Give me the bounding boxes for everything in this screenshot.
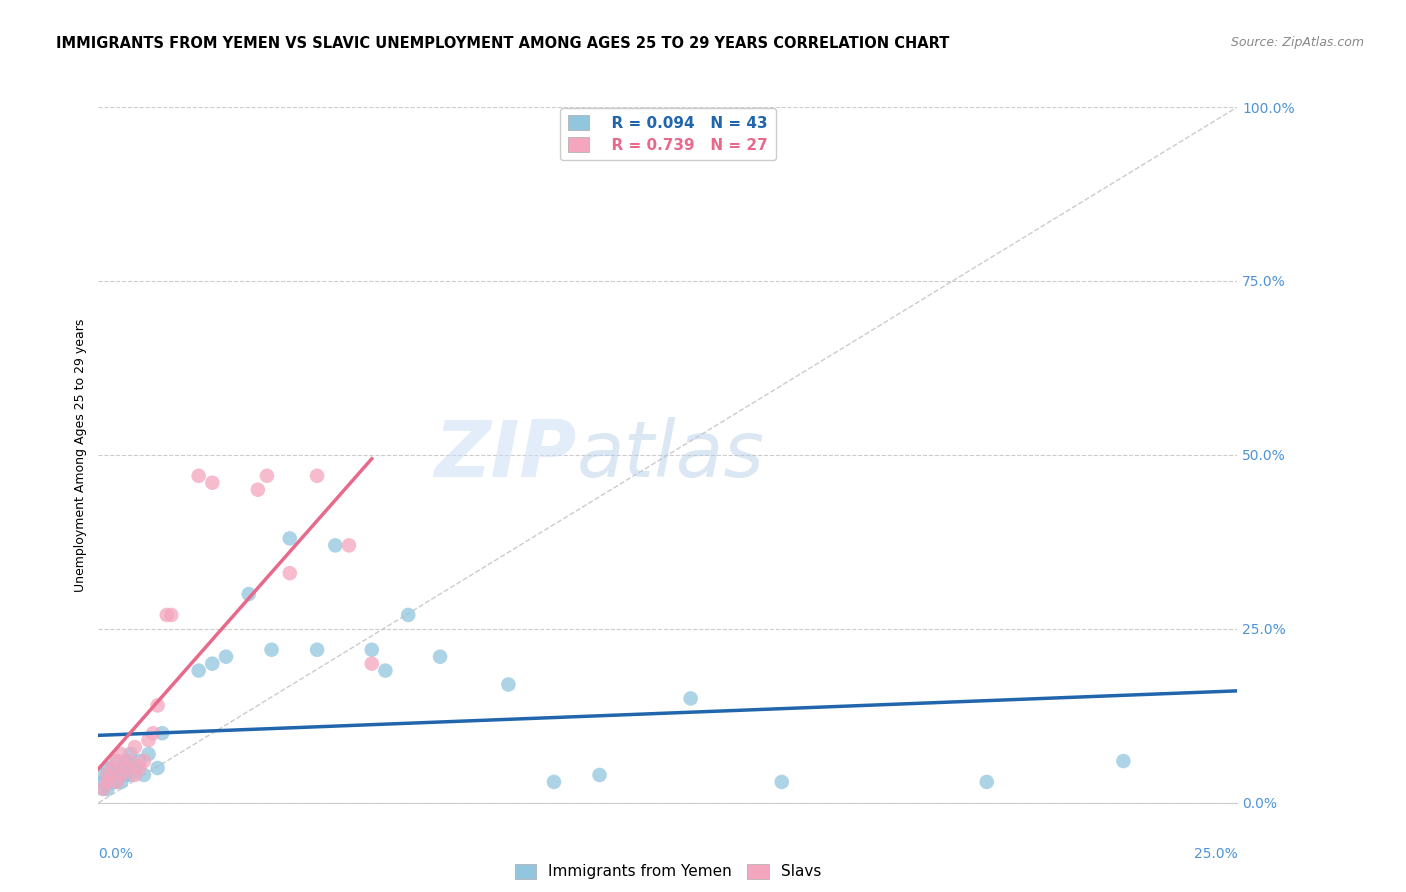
- Point: [101, 768, 124, 782]
- Point: [101, 775, 124, 789]
- Point: [429, 649, 451, 664]
- Point: [101, 761, 124, 775]
- Point: [96, 761, 118, 775]
- Point: [91, 775, 114, 789]
- Point: [142, 726, 165, 740]
- Point: [360, 642, 382, 657]
- Point: [307, 468, 329, 483]
- Text: 25.0%: 25.0%: [1194, 847, 1237, 862]
- Point: [110, 768, 132, 782]
- Point: [1112, 754, 1135, 768]
- Point: [105, 775, 128, 789]
- Point: [138, 747, 160, 761]
- Point: [543, 775, 565, 789]
- Point: [132, 754, 155, 768]
- Point: [124, 761, 146, 775]
- Point: [278, 566, 301, 581]
- Point: [96, 775, 118, 789]
- Point: [124, 740, 146, 755]
- Point: [96, 768, 118, 782]
- Text: IMMIGRANTS FROM YEMEN VS SLAVIC UNEMPLOYMENT AMONG AGES 25 TO 29 YEARS CORRELATI: IMMIGRANTS FROM YEMEN VS SLAVIC UNEMPLOY…: [56, 36, 949, 51]
- Point: [128, 754, 150, 768]
- Point: [146, 698, 169, 713]
- Point: [156, 607, 179, 622]
- Point: [128, 761, 150, 775]
- Point: [124, 768, 146, 782]
- Point: [110, 747, 132, 761]
- Point: [101, 761, 124, 775]
- Point: [120, 768, 142, 782]
- Point: [110, 761, 132, 775]
- Point: [679, 691, 702, 706]
- Point: [160, 607, 183, 622]
- Point: [770, 775, 793, 789]
- Point: [187, 468, 209, 483]
- Point: [396, 607, 419, 622]
- Point: [201, 475, 224, 490]
- Point: [187, 664, 209, 678]
- Text: 0.0%: 0.0%: [98, 847, 134, 862]
- Point: [976, 775, 998, 789]
- Point: [105, 754, 128, 768]
- Point: [114, 768, 136, 782]
- Point: [260, 642, 283, 657]
- Text: ZIP: ZIP: [434, 417, 576, 493]
- Point: [105, 775, 128, 789]
- Point: [114, 754, 136, 768]
- Point: [374, 664, 396, 678]
- Y-axis label: Unemployment Among Ages 25 to 29 years: Unemployment Among Ages 25 to 29 years: [75, 318, 87, 591]
- Point: [238, 587, 260, 601]
- Point: [498, 677, 520, 691]
- Point: [96, 781, 118, 796]
- Point: [105, 768, 128, 782]
- Point: [105, 754, 128, 768]
- Point: [91, 781, 114, 796]
- Point: [96, 768, 118, 782]
- Point: [120, 754, 142, 768]
- Text: atlas: atlas: [576, 417, 765, 493]
- Point: [146, 761, 169, 775]
- Point: [150, 726, 173, 740]
- Point: [91, 781, 114, 796]
- Point: [114, 761, 136, 775]
- Point: [360, 657, 382, 671]
- Point: [138, 733, 160, 747]
- Point: [201, 657, 224, 671]
- Point: [307, 642, 329, 657]
- Point: [337, 538, 360, 552]
- Point: [132, 768, 155, 782]
- Point: [323, 538, 346, 552]
- Point: [110, 775, 132, 789]
- Point: [120, 747, 142, 761]
- Point: [246, 483, 269, 497]
- Legend: Immigrants from Yemen, Slavs: Immigrants from Yemen, Slavs: [509, 858, 827, 886]
- Point: [91, 768, 114, 782]
- Point: [588, 768, 610, 782]
- Point: [256, 468, 278, 483]
- Point: [215, 649, 238, 664]
- Text: Source: ZipAtlas.com: Source: ZipAtlas.com: [1230, 36, 1364, 49]
- Point: [278, 532, 301, 546]
